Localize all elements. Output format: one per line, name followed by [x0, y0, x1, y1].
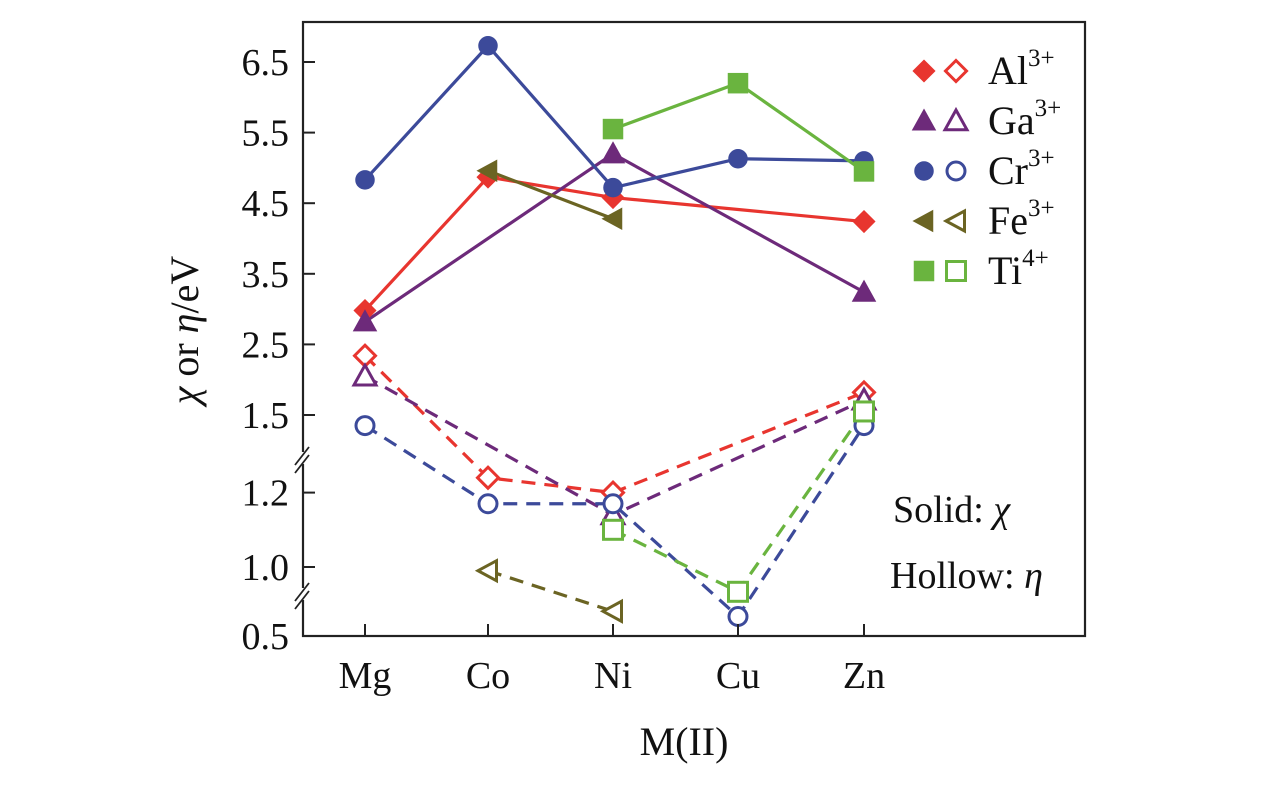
legend-fe-label: Fe3+ — [988, 195, 1055, 243]
point-fe-chi-ni — [601, 207, 623, 230]
axis-break-slash — [294, 446, 310, 466]
y-tick-label: 1.5 — [242, 395, 290, 437]
y-axis-label-or: or — [162, 333, 207, 386]
x-tick-label: Ni — [594, 655, 632, 697]
y-axis-label-unit: /eV — [162, 256, 207, 314]
point-cr-chi-co — [478, 36, 498, 56]
legend-ga-label: Ga3+ — [988, 95, 1061, 143]
point-fe-eta-co — [474, 558, 498, 584]
series-fe-chi-line — [487, 169, 614, 221]
y-tick-label: 0.5 — [242, 616, 290, 658]
axis-break-slash — [294, 590, 310, 610]
y-tick-label: 2.5 — [242, 324, 290, 366]
y-tick-label: 1.2 — [242, 473, 290, 515]
legend-ion-charge: 3+ — [1028, 45, 1055, 72]
point-ga-chi-ni — [600, 141, 626, 164]
point-ga-chi-mg — [352, 309, 378, 332]
point-al-eta-co — [475, 465, 501, 491]
legend-ti-solid-marker — [913, 260, 935, 282]
point-ti-eta-cu — [727, 580, 749, 603]
axis-gap-upper — [299, 452, 307, 464]
x-axis-label: M(II) — [640, 719, 729, 764]
series-layer — [351, 36, 878, 627]
x-tick-label: Co — [466, 655, 510, 697]
axis-break-slash — [294, 454, 310, 474]
legend-cr-solid-marker — [914, 161, 934, 181]
legend-al-label: Al3+ — [988, 45, 1055, 93]
note-solid-text: Solid: — [893, 489, 993, 531]
legend-ga-hollow-marker — [942, 106, 970, 132]
legend-ion-charge: 4+ — [1022, 245, 1049, 272]
legend-ti-label: Ti4+ — [988, 245, 1049, 293]
series-al-chi-line — [363, 175, 865, 312]
plot-frame — [294, 20, 1087, 638]
point-cr-eta-mg — [354, 415, 376, 437]
point-ti-eta-zn — [853, 400, 875, 423]
legend-ion-charge: 3+ — [1028, 145, 1055, 172]
point-ti-chi-zn — [853, 161, 875, 182]
point-fe-chi-co — [476, 159, 498, 182]
legend-ion-name: Cr — [988, 148, 1028, 193]
legend-cr-hollow-marker — [945, 160, 967, 182]
legend: Al3+Ga3+Cr3+Fe3+Ti4+ — [911, 45, 1061, 293]
note-hollow-text: Hollow: — [890, 555, 1024, 597]
point-al-chi-zn — [852, 209, 876, 234]
x-tick-label: Cu — [716, 655, 760, 697]
series-cr-eta-line — [364, 424, 866, 619]
legend-ion-name: Ga — [988, 98, 1035, 143]
legend-al-hollow-marker — [943, 58, 969, 84]
series-ti-eta-line — [612, 410, 866, 594]
note-solid: Solid: χ — [893, 489, 1011, 531]
legend-ion-name: Ti — [988, 248, 1022, 293]
y-tick-label: 3.5 — [242, 254, 290, 296]
legend-ion-charge: 3+ — [1028, 195, 1055, 222]
point-cr-eta-ni — [602, 493, 624, 515]
legend-ion-name: Al — [988, 48, 1028, 93]
series-cr-chi-line — [363, 44, 865, 190]
legend-fe-hollow-marker — [942, 208, 966, 234]
note-solid-symbol: χ — [989, 489, 1011, 531]
note-hollow-symbol: η — [1024, 555, 1043, 597]
series-al-eta-line — [363, 354, 865, 495]
y-axis-label-eta: η — [162, 313, 207, 333]
y-tick-label: 5.5 — [242, 113, 290, 155]
point-cr-eta-co — [477, 493, 499, 515]
point-ti-eta-ni — [602, 518, 624, 541]
point-cr-eta-cu — [727, 606, 749, 627]
legend-ion-charge: 3+ — [1035, 95, 1062, 122]
legend-ga-solid-marker — [911, 108, 937, 131]
y-tick-label: 4.5 — [242, 183, 290, 225]
point-cr-chi-cu — [728, 148, 748, 169]
point-ga-chi-zn — [851, 279, 877, 302]
y-tick-label: 6.5 — [242, 42, 290, 84]
plot-border — [301, 20, 1087, 638]
legend-ion-name: Fe — [988, 198, 1028, 243]
x-tick-label: Zn — [843, 655, 885, 697]
y-tick-label: 1.0 — [242, 547, 290, 589]
axis-layer: 0.5 1.0 1.2 1.5 2.5 3.5 4.5 5.5 6.5 Mg Co Ni Cu Zn — [242, 42, 886, 697]
x-tick-label: Mg — [339, 655, 392, 697]
point-cr-chi-ni — [603, 177, 623, 198]
point-ti-chi-cu — [727, 72, 749, 94]
series-fe-eta-line — [487, 569, 614, 613]
point-ti-chi-ni — [602, 118, 624, 140]
y-axis-label-chi: χ — [162, 385, 207, 408]
legend-cr-label: Cr3+ — [988, 145, 1055, 193]
point-cr-chi-mg — [355, 170, 375, 190]
legend-ti-hollow-marker — [945, 260, 967, 282]
note-hollow: Hollow: η — [890, 555, 1043, 597]
point-ga-eta-mg — [351, 362, 379, 387]
y-axis-label: χ or η/eV — [162, 256, 207, 409]
legend-fe-solid-marker — [912, 209, 934, 233]
legend-al-solid-marker — [912, 59, 936, 83]
point-fe-eta-ni — [599, 598, 623, 624]
axis-gap-lower — [299, 588, 307, 600]
axis-break-slash — [294, 582, 310, 602]
